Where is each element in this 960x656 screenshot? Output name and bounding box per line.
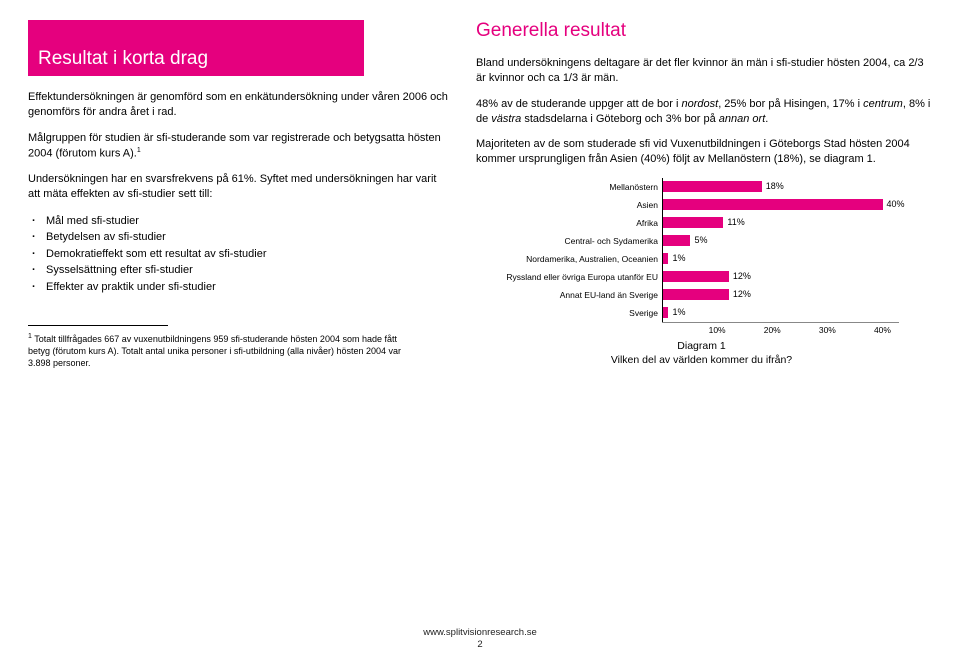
bullet-item: Effekter av praktik under sfi-studier: [46, 279, 448, 296]
chart-bar: [663, 307, 668, 318]
chart-axis: 10% 20% 30% 40%: [504, 322, 899, 336]
rp2-i4: annan ort: [719, 113, 765, 125]
rp2-i3: västra: [491, 113, 521, 125]
chart-bar-zone: 12%: [662, 286, 899, 304]
chart-row: Nordamerika, Australien, Oceanien 1%: [504, 250, 899, 268]
bullet-item: Betydelsen av sfi-studier: [46, 229, 448, 246]
chart-value-label: 18%: [766, 181, 784, 191]
left-paragraph-2: Målgruppen för studien är sfi-studerande…: [28, 131, 448, 161]
chart-value-label: 12%: [733, 271, 751, 281]
right-paragraph-2: 48% av de studerande uppger att de bor i…: [476, 97, 932, 127]
chart-bar: [663, 271, 729, 282]
footer-url: www.splitvisionresearch.se: [423, 627, 537, 638]
bullet-item: Demokratieffekt som ett resultat av sfi-…: [46, 246, 448, 263]
chart-row: Annat EU-land än Sverige 12%: [504, 286, 899, 304]
rp2-i1: nordost: [681, 98, 718, 110]
chart-bar: [663, 217, 723, 228]
chart-bar-zone: 11%: [662, 214, 899, 232]
chart-caption: Diagram 1 Vilken del av världen kommer d…: [504, 340, 899, 367]
bullet-item: Mål med sfi-studier: [46, 213, 448, 230]
footnote-ref: 1: [137, 147, 141, 154]
origin-chart: Mellanöstern18%Asien40%Afrika11%Central-…: [504, 178, 899, 367]
chart-bar-zone: 18%: [662, 178, 899, 196]
footnote-body: Totalt tillfrågades 667 av vuxenutbildni…: [28, 334, 401, 367]
chart-value-label: 1%: [672, 307, 685, 317]
chart-value-label: 12%: [733, 289, 751, 299]
title-block: Resultat i korta drag: [28, 20, 364, 76]
chart-row: Ryssland eller övriga Europa utanför EU 1…: [504, 268, 899, 286]
chart-bar: [663, 181, 762, 192]
right-paragraph-3: Majoriteten av de som studerade sfi vid …: [476, 137, 932, 167]
bullet-list: Mål med sfi-studierBetydelsen av sfi-stu…: [28, 213, 448, 296]
page: Resultat i korta drag Effektundersökning…: [0, 0, 960, 377]
chart-row: Central- och Sydamerika 5%: [504, 232, 899, 250]
chart-bar-zone: 1%: [662, 250, 899, 268]
rp2-b: , 25% bor på Hisingen, 17% i: [718, 98, 863, 110]
axis-line: 10% 20% 30% 40%: [662, 322, 899, 336]
left-column: Resultat i korta drag Effektundersökning…: [28, 20, 448, 369]
chart-row: Asien40%: [504, 196, 899, 214]
rp2-e: .: [765, 113, 768, 125]
footnote-rule: [28, 325, 168, 326]
chart-row: Sverige 1%: [504, 304, 899, 322]
chart-bar: [663, 199, 883, 210]
axis-tick: 20%: [764, 325, 781, 335]
chart-category-label: Sverige: [504, 309, 662, 318]
axis-tick: 40%: [874, 325, 891, 335]
chart-bar: [663, 253, 668, 264]
left-p2-text: Målgruppen för studien är sfi-studerande…: [28, 132, 441, 160]
right-paragraph-1: Bland undersökningens deltagare är det f…: [476, 56, 932, 86]
chart-category-label: Afrika: [504, 219, 662, 228]
bullet-item: Sysselsättning efter sfi-studier: [46, 262, 448, 279]
right-title: Generella resultat: [476, 20, 932, 42]
axis-tick: 30%: [819, 325, 836, 335]
chart-bar: [663, 235, 690, 246]
chart-bar-zone: 5%: [662, 232, 899, 250]
left-paragraph-3: Undersökningen har en svarsfrekvens på 6…: [28, 172, 448, 202]
rp2-a: 48% av de studerande uppger att de bor i: [476, 98, 681, 110]
left-paragraph-1: Effektundersökningen är genomförd som en…: [28, 90, 448, 120]
rp2-i2: centrum: [863, 98, 903, 110]
chart-row: Mellanöstern 18%: [504, 178, 899, 196]
chart-category-label: Asien: [504, 201, 662, 210]
footnote-text: 1 Totalt tillfrågades 667 av vuxenutbild…: [28, 332, 408, 369]
axis-spacer: [504, 322, 662, 336]
chart-caption-line1: Diagram 1: [677, 340, 725, 352]
chart-rows: Mellanöstern18%Asien40%Afrika11%Central-…: [504, 178, 899, 322]
rp2-d: stadsdelarna i Göteborg och 3% bor på: [521, 113, 719, 125]
right-column: Generella resultat Bland undersökningens…: [476, 20, 932, 369]
page-footer: www.splitvisionresearch.se 2: [0, 627, 960, 650]
chart-bar-zone: 12%: [662, 268, 899, 286]
axis-tick: 10%: [709, 325, 726, 335]
chart-value-label: 40%: [887, 199, 905, 209]
chart-bar-zone: 40%: [662, 196, 899, 214]
chart-category-label: Central- och Sydamerika: [504, 237, 662, 246]
left-title: Resultat i korta drag: [38, 48, 354, 70]
chart-category-label: Nordamerika, Australien, Oceanien: [504, 255, 662, 264]
chart-value-label: 5%: [694, 235, 707, 245]
chart-caption-line2: Vilken del av världen kommer du ifrån?: [611, 354, 792, 366]
chart-bar-zone: 1%: [662, 304, 899, 322]
footer-page-number: 2: [477, 639, 482, 650]
chart-category-label: Ryssland eller övriga Europa utanför EU: [504, 273, 662, 282]
chart-value-label: 1%: [672, 253, 685, 263]
chart-row: Afrika 11%: [504, 214, 899, 232]
chart-category-label: Mellanöstern: [504, 183, 662, 192]
chart-bar: [663, 289, 729, 300]
chart-category-label: Annat EU-land än Sverige: [504, 291, 662, 300]
chart-value-label: 11%: [727, 217, 744, 227]
